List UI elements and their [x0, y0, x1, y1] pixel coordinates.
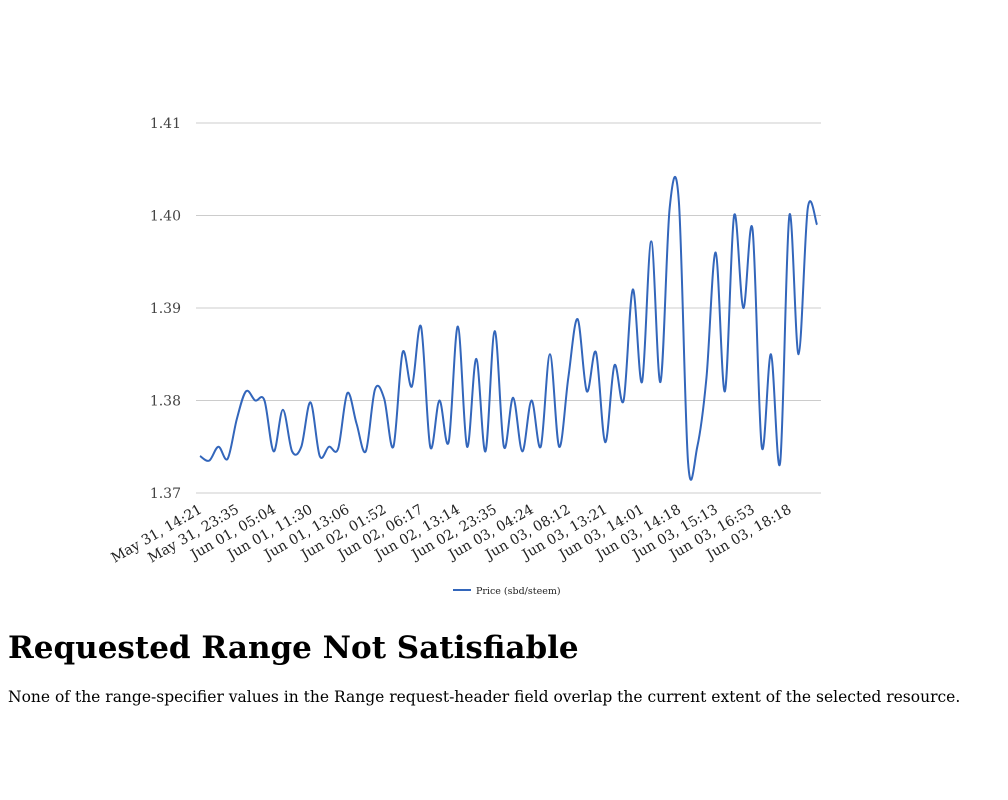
y-tick-label: 1.41	[150, 116, 181, 132]
error-message: None of the range-specifier values in th…	[8, 688, 961, 706]
y-tick-label: 1.37	[150, 486, 181, 502]
y-tick-label: 1.39	[150, 301, 181, 317]
price-line	[199, 175, 818, 481]
y-tick-label: 1.40	[150, 209, 181, 225]
error-heading: Requested Range Not Satisfiable	[8, 630, 579, 666]
legend-label: Price (sbd/steem)	[476, 586, 561, 597]
y-tick-label: 1.38	[150, 394, 181, 410]
